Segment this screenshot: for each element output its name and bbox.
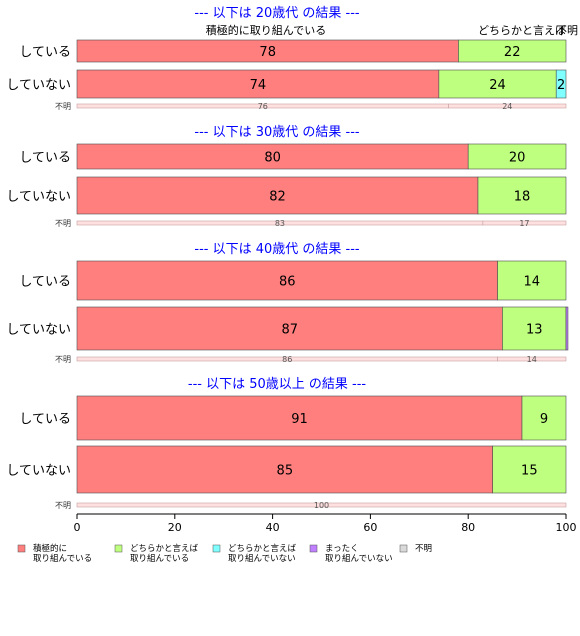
bar-segment xyxy=(76,260,498,301)
row-label: していない xyxy=(6,323,71,338)
bar-segment xyxy=(521,395,567,441)
data-label: 85 xyxy=(277,464,294,479)
bar-segment xyxy=(467,143,567,170)
top-category-label: どちらかと言えば xyxy=(478,24,566,37)
unknown-bar-segment xyxy=(482,220,567,226)
top-category-label: 積極的に取り組んでいる xyxy=(206,23,326,37)
group-title: --- 以下は 40歳代 の結果 --- xyxy=(194,242,360,257)
legend-label: 積極的に xyxy=(33,543,67,554)
data-label: 14 xyxy=(523,275,540,290)
data-label: 2 xyxy=(557,78,565,93)
unknown-row-label: 不明 xyxy=(55,219,71,228)
group-title: --- 以下は 50歳以上 の結果 --- xyxy=(188,377,367,392)
legend-label: 不明 xyxy=(415,544,432,554)
bar-segment xyxy=(555,69,567,99)
data-label: 82 xyxy=(269,190,286,205)
row-label: していない xyxy=(6,78,71,93)
unknown-data-label: 86 xyxy=(282,355,292,364)
unknown-data-label: 24 xyxy=(502,102,512,111)
legend-swatch xyxy=(309,544,318,553)
bar-segment xyxy=(76,176,479,215)
unknown-bar-segment xyxy=(497,356,567,362)
bar-segment xyxy=(497,260,567,301)
unknown-data-label: 83 xyxy=(275,219,285,228)
data-label: 86 xyxy=(279,275,296,290)
legend-label: 取り組んでいる xyxy=(130,553,189,564)
unknown-bar-segment xyxy=(76,502,567,508)
bar-segment xyxy=(458,39,567,63)
unknown-data-label: 100 xyxy=(314,501,329,510)
data-label: 20 xyxy=(509,151,526,166)
legend-swatch xyxy=(17,544,26,553)
data-label: 80 xyxy=(264,151,281,166)
group-title: --- 以下は 30歳代 の結果 --- xyxy=(194,125,360,140)
legend-label: 取り組んでいない xyxy=(325,553,393,564)
unknown-data-label: 76 xyxy=(258,102,268,111)
data-label: 87 xyxy=(281,323,298,338)
data-label: 15 xyxy=(521,464,538,479)
row-label: している xyxy=(19,412,71,427)
bar-segment xyxy=(76,69,440,99)
legend-label: まったく xyxy=(325,544,359,554)
bar-segment xyxy=(76,445,493,494)
row-label: している xyxy=(19,151,71,166)
bar-segment xyxy=(477,176,567,215)
unknown-row-label: 不明 xyxy=(55,501,71,510)
group-title: --- 以下は 20歳代 の結果 --- xyxy=(194,6,360,21)
data-label: 78 xyxy=(259,45,276,60)
row-label: していない xyxy=(6,464,71,479)
unknown-bar-segment xyxy=(448,103,567,109)
bar-segment xyxy=(565,306,569,351)
data-label: 18 xyxy=(514,190,531,205)
legend-swatch xyxy=(114,544,123,553)
x-tick-label: 80 xyxy=(461,521,475,534)
row-label: している xyxy=(19,45,71,60)
data-label: 91 xyxy=(291,412,308,427)
x-tick-label: 0 xyxy=(74,521,81,534)
legend-label: どちらかと言えば xyxy=(130,543,199,554)
row-label: している xyxy=(19,275,71,290)
x-tick-label: 60 xyxy=(363,521,377,534)
legend-swatch xyxy=(399,544,408,553)
data-label: 13 xyxy=(526,323,543,338)
x-tick-label: 100 xyxy=(556,521,577,534)
row-label: していない xyxy=(6,190,71,205)
bar-segment xyxy=(502,306,567,351)
data-label: 74 xyxy=(250,78,267,93)
unknown-data-label: 17 xyxy=(519,219,529,228)
bar-segment xyxy=(76,306,503,351)
legend-label: 取り組んでいない xyxy=(228,553,296,564)
data-label: 24 xyxy=(489,78,506,93)
top-category-label: 不明 xyxy=(556,24,578,37)
unknown-row-label: 不明 xyxy=(55,102,71,111)
legend-label: どちらかと言えば xyxy=(228,543,297,554)
unknown-row-label: 不明 xyxy=(55,355,71,364)
legend-label: 取り組んでいる xyxy=(33,553,92,564)
bar-segment xyxy=(76,395,523,441)
data-label: 22 xyxy=(504,45,521,60)
data-label: 9 xyxy=(540,412,548,427)
bar-segment xyxy=(492,445,567,494)
x-tick-label: 40 xyxy=(266,521,280,534)
legend-swatch xyxy=(212,544,221,553)
unknown-data-label: 14 xyxy=(527,355,537,364)
bar-segment xyxy=(76,143,469,170)
x-tick-label: 20 xyxy=(168,521,182,534)
